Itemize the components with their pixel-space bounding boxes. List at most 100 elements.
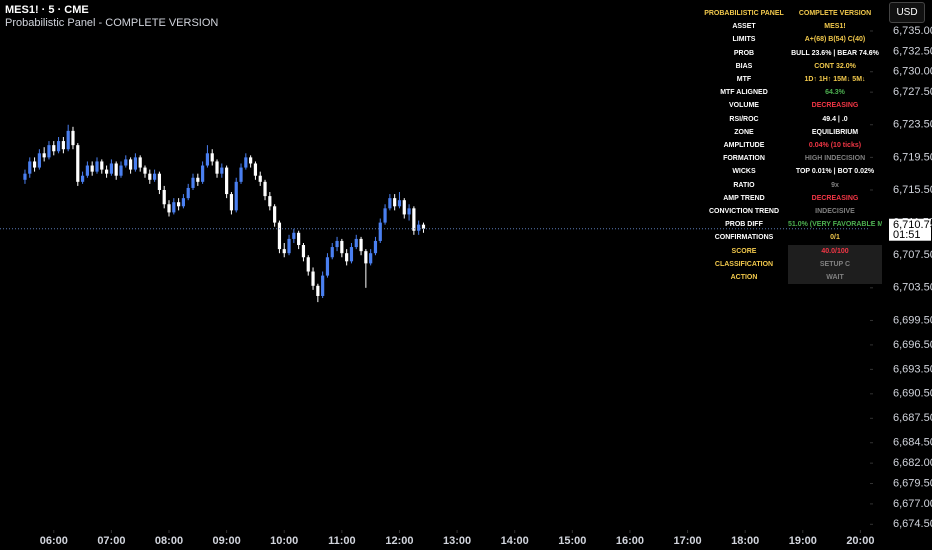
candle-body — [268, 196, 272, 207]
candle-body — [162, 189, 166, 205]
indicator-title[interactable]: Probabilistic Panel - COMPLETE VERSION — [5, 17, 219, 29]
candle-body — [282, 249, 286, 254]
panel-label: PROB — [733, 49, 755, 57]
panel-label: BIAS — [735, 62, 753, 70]
panel-value: 0/1 — [830, 234, 840, 242]
candle-body — [330, 247, 334, 258]
last-price-label: 6,710.75 — [893, 219, 932, 231]
panel-label: ASSET — [732, 23, 756, 31]
candle-body — [258, 175, 262, 182]
candle-body — [378, 222, 382, 241]
y-tick-label: 6,674.50 — [893, 518, 932, 530]
panel-row: BIAS CONT 32.0% — [700, 60, 882, 73]
candle-body — [85, 165, 89, 176]
y-tick-label: 6,690.50 — [893, 388, 932, 400]
y-tick-label: 6,735.00 — [893, 25, 932, 37]
candle-body — [325, 257, 330, 276]
y-tick-label: 6,703.50 — [893, 282, 932, 294]
candle-body — [349, 247, 354, 262]
x-tick-label: 19:00 — [789, 535, 817, 547]
panel-row: SCORE 40.0/100 — [700, 244, 882, 258]
candle-body — [167, 204, 171, 213]
y-tick-label: 6,693.50 — [893, 363, 932, 375]
x-tick-label: 14:00 — [501, 535, 529, 547]
panel-label: CONVICTION TREND — [709, 208, 779, 215]
countdown-label: 01:51 — [893, 229, 921, 241]
candle-body — [263, 181, 267, 197]
candle-body — [335, 240, 339, 248]
candle-body — [114, 163, 118, 176]
panel-label: AMP TREND — [723, 194, 765, 202]
panel-row: ZONE EQUILIBRIUM — [700, 126, 882, 139]
y-tick-label: 6,732.50 — [893, 45, 932, 57]
candle-body — [61, 141, 65, 150]
panel-row: ACTION WAIT — [700, 271, 882, 284]
candle-body — [119, 165, 123, 176]
candle-body — [71, 130, 75, 146]
x-tick-label: 13:00 — [443, 535, 471, 547]
x-tick-label: 06:00 — [40, 535, 68, 547]
candle-body — [95, 161, 99, 172]
y-tick-label: 6,679.50 — [893, 477, 932, 489]
candle-body — [23, 173, 27, 180]
panel-label: FORMATION — [723, 155, 765, 163]
x-tick-label: 08:00 — [155, 535, 183, 547]
y-tick-label: 6,727.50 — [893, 86, 932, 98]
panel-row: CLASSIFICATION SETUP C — [700, 257, 882, 271]
candle-body — [52, 145, 56, 152]
candle-body — [253, 163, 258, 176]
panel-label: PROB DIFF — [725, 221, 763, 229]
panel-row: AMP TREND DECREASING — [700, 192, 882, 205]
panel-label: PROBABILISTIC PANEL — [704, 10, 784, 17]
panel-row: VOLUME DECREASING — [700, 99, 882, 112]
candle-body — [191, 177, 195, 188]
candle-body — [383, 208, 387, 223]
candle-body — [148, 173, 152, 180]
last-price-box — [889, 218, 931, 241]
y-tick-label: 6,677.00 — [893, 498, 932, 510]
panel-value: BULL 23.6% | BEAR 74.6% — [791, 49, 879, 57]
candle-body — [104, 169, 109, 174]
panel-label: SCORE — [731, 247, 757, 255]
candle-body — [220, 167, 224, 174]
candle-body — [210, 153, 214, 162]
panel-value: SETUP C — [788, 257, 882, 271]
x-tick-label: 10:00 — [270, 535, 298, 547]
candle-body — [177, 202, 181, 207]
candle-body — [417, 224, 421, 231]
panel-row: ASSET MES1! — [700, 20, 882, 33]
candle-body — [47, 145, 51, 158]
panel-label: CLASSIFICATION — [714, 260, 774, 268]
candle-body — [239, 167, 243, 182]
candle-body — [373, 240, 378, 254]
candle-body — [32, 161, 37, 168]
y-tick-label: 6,687.50 — [893, 412, 932, 424]
x-tick-label: 12:00 — [385, 535, 413, 547]
panel-value: EQUILIBRIUM — [811, 128, 859, 136]
candle-body — [345, 253, 349, 262]
candle-body — [205, 153, 210, 166]
candle-body — [421, 224, 426, 229]
panel-row: AMPLITUDE 0.04% (10 ticks) — [700, 139, 882, 152]
currency-button[interactable]: USD — [889, 2, 925, 23]
panel-value: TOP 0.01% | BOT 0.02% — [795, 168, 875, 176]
candle-body — [388, 198, 392, 209]
candle-body — [215, 161, 219, 174]
panel-value: 1D↑ 1H↑ 15M↓ 5M↓ — [804, 76, 866, 83]
candle-body — [42, 153, 46, 158]
candle-body — [229, 194, 234, 211]
candle-body — [301, 245, 306, 258]
x-tick-label: 07:00 — [97, 535, 125, 547]
panel-label: ACTION — [730, 274, 758, 281]
panel-row: RATIO 9x — [700, 179, 882, 192]
panel-label: VOLUME — [729, 102, 759, 110]
symbol-title[interactable]: MES1! · 5 · CME — [5, 4, 89, 16]
x-tick-label: 16:00 — [616, 535, 644, 547]
panel-value: CONT 32.0% — [814, 62, 856, 70]
candle-body — [143, 167, 147, 174]
x-tick-label: 11:00 — [328, 535, 356, 547]
y-tick-label: 6,682.00 — [893, 457, 932, 469]
candle-body — [364, 251, 368, 264]
candle-body — [316, 285, 320, 296]
